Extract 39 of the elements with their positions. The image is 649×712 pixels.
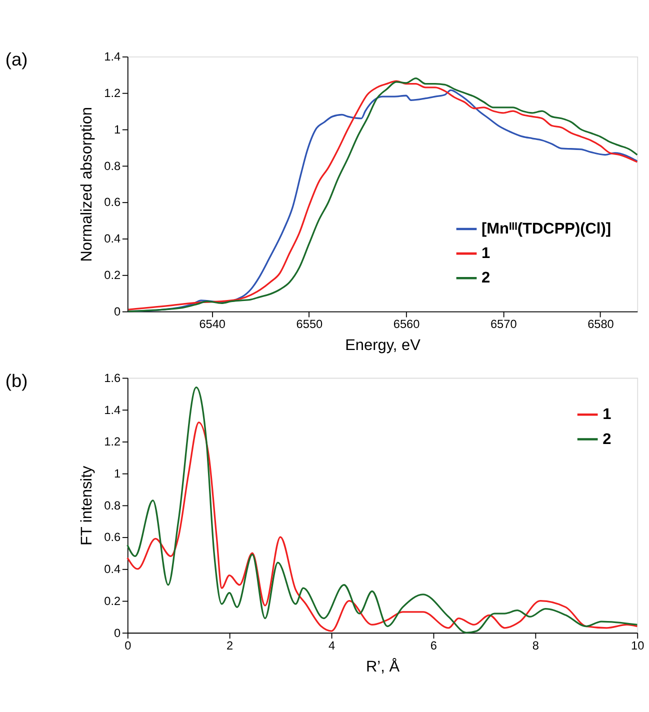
x-tick-label: 6580 xyxy=(588,317,614,332)
x-tick-label: 6570 xyxy=(490,317,518,332)
legend-label: [Mnᴵᴵᴵ(TDCPP)(Cl)] xyxy=(482,220,612,238)
x-axis-title: R’, Å xyxy=(366,657,400,676)
y-tick-label: 0.2 xyxy=(104,268,121,282)
y-tick-label: 0 xyxy=(114,626,122,640)
y-tick-label: 0 xyxy=(114,304,122,318)
chart-title: (b) xyxy=(5,370,28,391)
y-tick-label: 0.6 xyxy=(104,195,122,210)
y-tick-label: 1 xyxy=(114,122,121,136)
y-tick-label: 1 xyxy=(114,466,121,480)
y-tick-label: 1.2 xyxy=(104,86,121,100)
x-tick-label: 6 xyxy=(430,638,438,653)
y-tick-label: 1.2 xyxy=(104,434,121,449)
x-tick-label: 2 xyxy=(226,638,234,653)
x-tick-label: 4 xyxy=(328,638,336,653)
y-tick-label: 1.4 xyxy=(104,402,122,417)
x-tick-label: 8 xyxy=(532,638,540,653)
x-tick-label: 6550 xyxy=(296,317,324,332)
x-tick-label: 6540 xyxy=(199,317,226,332)
y-axis-title: Normalized absorption xyxy=(78,106,96,262)
x-tick-label: 0 xyxy=(124,638,132,653)
y-tick-label: 0.8 xyxy=(104,498,122,512)
y-tick-label: 0.8 xyxy=(104,158,122,173)
x-tick-label: 6560 xyxy=(393,317,420,332)
chart-title: (a) xyxy=(5,50,28,70)
x-axis-title: Energy, eV xyxy=(345,337,422,354)
y-tick-label: 1.6 xyxy=(104,370,122,385)
y-tick-label: 1.4 xyxy=(104,50,122,64)
legend-label: 2 xyxy=(602,430,612,448)
y-tick-label: 0.4 xyxy=(104,232,122,246)
y-axis-title: FT intensity xyxy=(78,466,96,546)
legend-label: 1 xyxy=(482,245,491,262)
legend-label: 1 xyxy=(602,406,612,424)
legend-label: 2 xyxy=(482,270,490,287)
y-tick-label: 0.4 xyxy=(104,562,122,576)
y-tick-label: 0.2 xyxy=(104,594,121,608)
x-tick-label: 10 xyxy=(631,638,645,653)
y-tick-label: 0.6 xyxy=(104,530,122,544)
